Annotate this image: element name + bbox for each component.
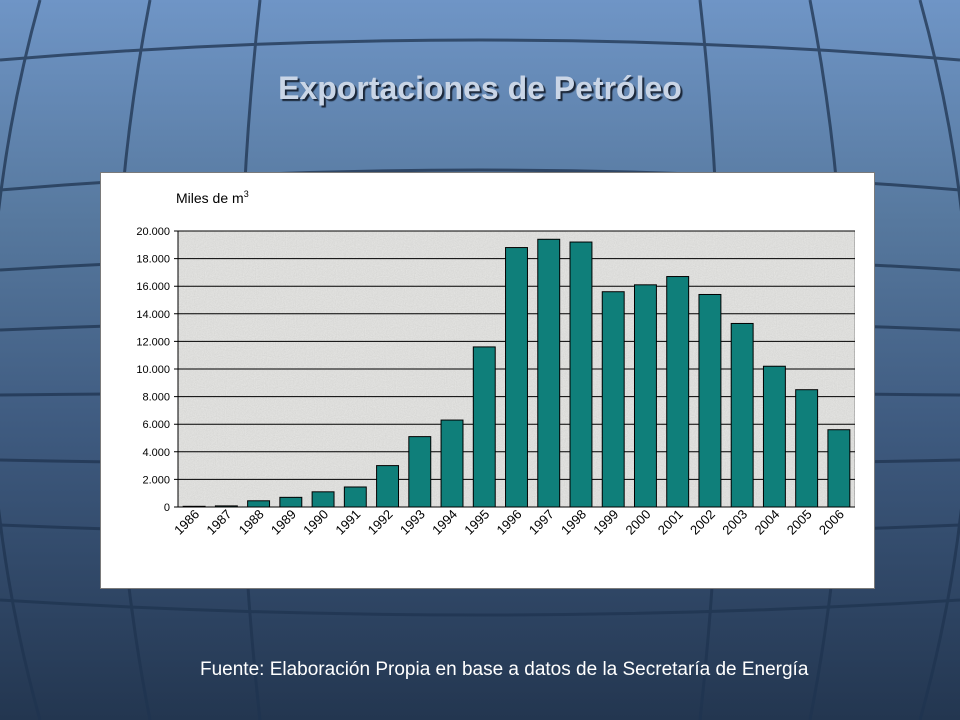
bar-2003 (730, 322, 754, 508)
x-tick-label: 2000 (623, 507, 654, 538)
bar-2001 (666, 276, 690, 508)
x-tick-label: 2005 (784, 507, 815, 538)
bar-1994 (440, 419, 464, 508)
chart-container: 0 2.000 4.000 6.000 8.000 10.000 12.000 14.000 1… (100, 172, 875, 589)
bar-1998 (569, 241, 593, 508)
x-tick-label: 1987 (203, 507, 234, 538)
bar-1991 (343, 486, 367, 508)
bar-2000 (633, 284, 657, 508)
x-tick-label: 1986 (171, 507, 202, 538)
x-tick-label: 2001 (655, 507, 686, 538)
bar-2002 (698, 293, 722, 508)
y-tick-label: 12.000 (136, 336, 170, 348)
x-tick-label: 1993 (397, 507, 428, 538)
bar-2006 (827, 429, 851, 508)
x-tick-label: 2003 (719, 507, 750, 538)
bar-1987 (214, 505, 238, 508)
y-tick-label: 6.000 (142, 419, 170, 431)
bar-1986 (182, 505, 206, 508)
y-tick-label: 14.000 (136, 309, 170, 321)
x-tick-label: 1999 (590, 507, 621, 538)
y-tick-label: 4.000 (142, 447, 170, 459)
x-tick-label: 2004 (751, 507, 782, 538)
x-tick-labels: 1986 1987 1988 1989 1990 1991 1992 1993 1994 1995… (171, 507, 847, 538)
bar-1992 (376, 465, 400, 508)
x-tick-label: 2002 (687, 507, 718, 538)
x-tick-label: 1992 (365, 507, 396, 538)
x-tick-label: 1996 (494, 507, 525, 538)
y-axis-unit-label: Miles de m3 (176, 189, 249, 206)
bar-2005 (795, 389, 819, 508)
x-tick-label: 1997 (526, 507, 557, 538)
x-tick-label: 1990 (300, 507, 331, 538)
unit-label-text: Miles de m (176, 190, 244, 206)
bar-chart: 0 2.000 4.000 6.000 8.000 10.000 12.000 14.000 1… (136, 189, 856, 538)
x-tick-label: 1995 (461, 507, 492, 538)
bar-1996 (505, 247, 528, 508)
bar-1997 (537, 238, 561, 508)
x-tick-label: 1998 (558, 507, 589, 538)
bar-1993 (408, 436, 432, 508)
x-tick-label: 1991 (332, 507, 363, 538)
unit-label-superscript: 3 (244, 189, 249, 199)
x-tick-label: 1988 (236, 507, 267, 538)
bar-2004 (762, 365, 786, 508)
y-tick-label: 18.000 (136, 254, 170, 266)
y-tick-label: 20.000 (136, 226, 170, 238)
source-note: Fuente: Elaboración Propia en base a dat… (200, 659, 809, 680)
y-tick-labels: 0 2.000 4.000 6.000 8.000 10.000 12.000 14.000 1… (136, 226, 170, 514)
y-tick-label: 8.000 (142, 392, 170, 404)
bar-1988 (247, 500, 271, 508)
y-tick-label: 0 (164, 502, 170, 514)
bar-1989 (279, 496, 303, 508)
x-tick-label: 2006 (816, 507, 847, 538)
x-tick-label: 1989 (268, 507, 299, 538)
bar-1990 (311, 491, 335, 508)
bars (182, 238, 851, 508)
y-tick-label: 10.000 (136, 364, 170, 376)
y-tick-label: 2.000 (142, 474, 170, 486)
x-tick-label: 1994 (429, 507, 460, 538)
bar-1995 (472, 346, 496, 508)
slide-title: Exportaciones de Petróleo (278, 70, 682, 106)
y-tick-label: 16.000 (136, 281, 170, 293)
bar-1999 (601, 291, 625, 508)
